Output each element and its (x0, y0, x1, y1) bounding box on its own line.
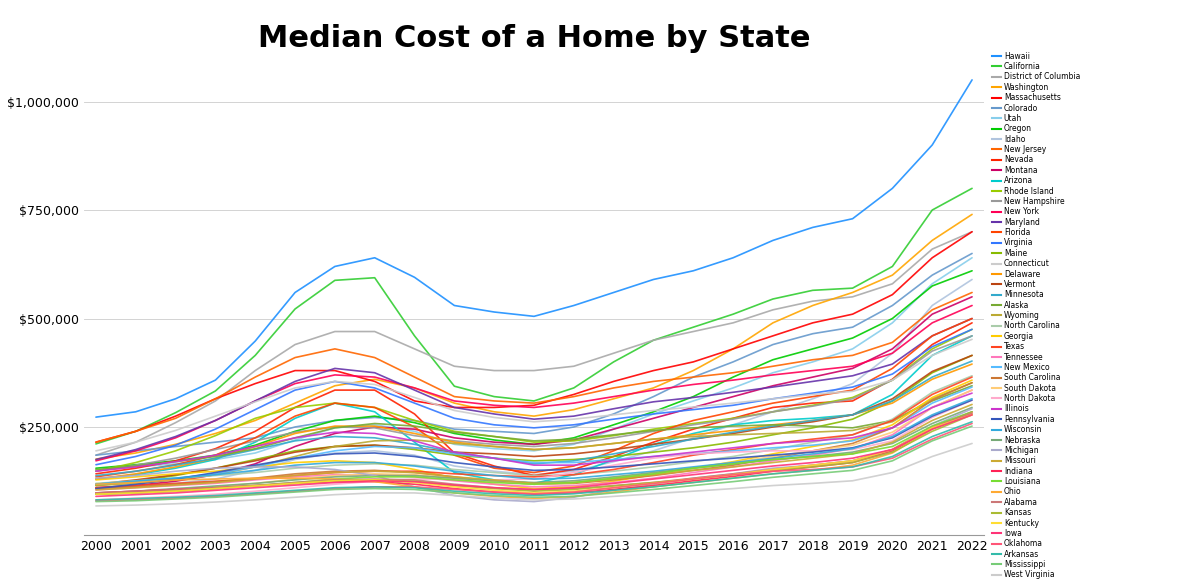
Title: Median Cost of a Home by State: Median Cost of a Home by State (258, 24, 810, 53)
Legend: Hawaii, California, District of Columbia, Washington, Massachusetts, Colorado, U: Hawaii, California, District of Columbia… (989, 49, 1084, 582)
